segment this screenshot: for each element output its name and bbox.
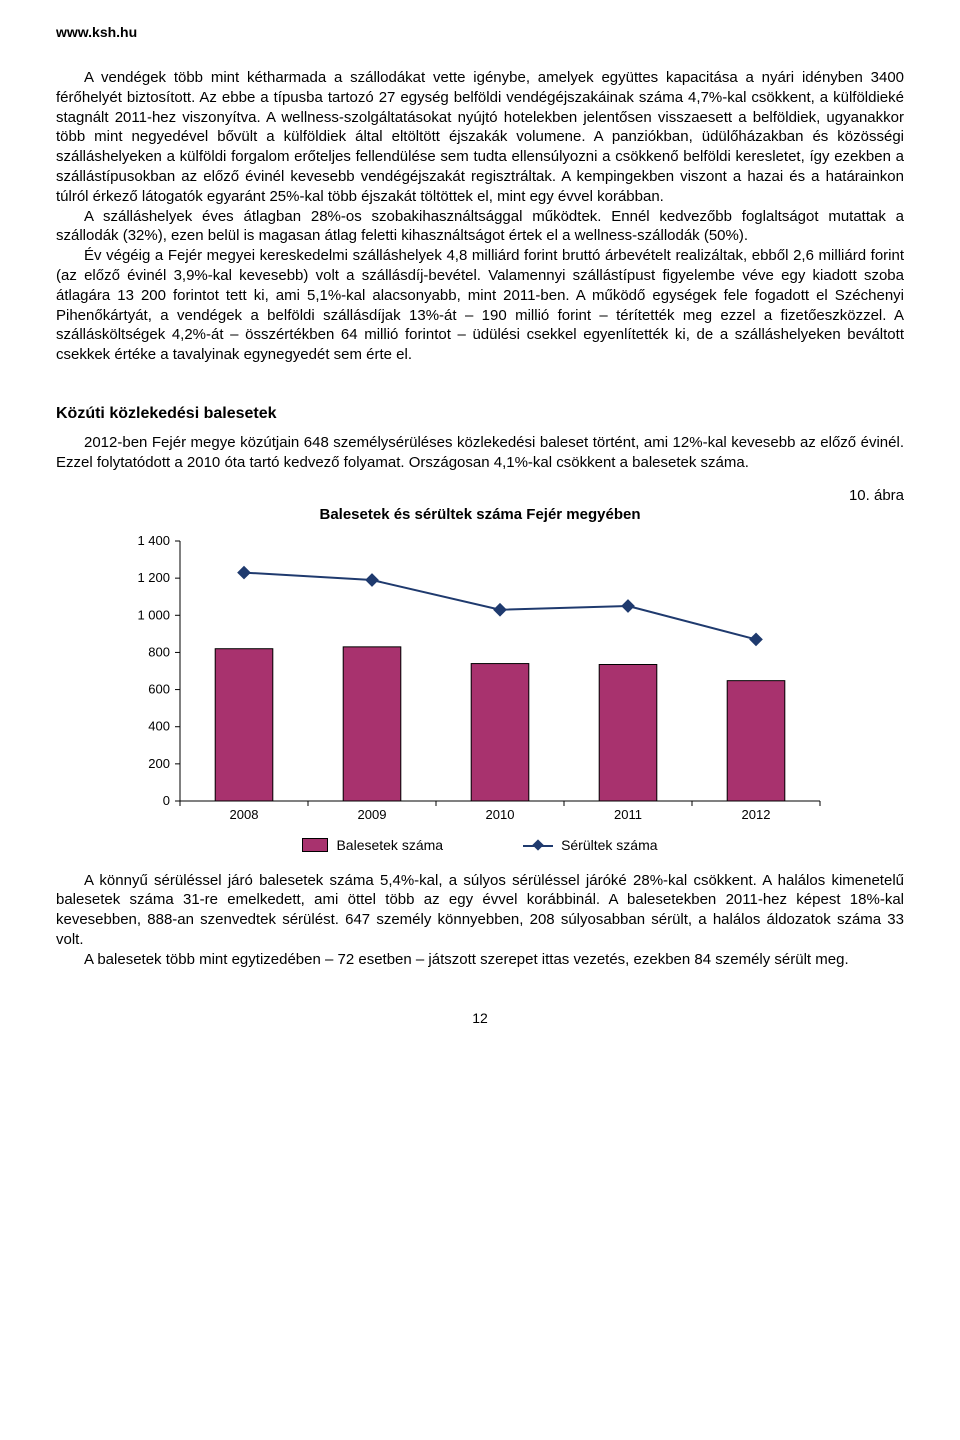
- svg-text:600: 600: [148, 681, 170, 696]
- section2-paragraph-1: 2012-ben Fejér megye közútjain 648 szemé…: [56, 433, 904, 473]
- body-paragraph-2: A szálláshelyek éves átlagban 28%-os szo…: [56, 207, 904, 247]
- legend-label-bar: Balesetek száma: [336, 837, 443, 853]
- svg-text:2012: 2012: [742, 807, 771, 822]
- svg-text:1 000: 1 000: [137, 607, 170, 622]
- svg-text:0: 0: [163, 793, 170, 808]
- svg-text:2008: 2008: [230, 807, 259, 822]
- legend-swatch-bar: [302, 838, 328, 852]
- svg-text:800: 800: [148, 644, 170, 659]
- legend-item-bar: Balesetek száma: [302, 837, 443, 853]
- page-number: 12: [56, 1010, 904, 1026]
- svg-text:2011: 2011: [614, 807, 642, 822]
- section-title-accidents: Közúti közlekedési balesetek: [56, 405, 904, 423]
- legend-item-line: Sérültek száma: [523, 837, 657, 853]
- chart-legend: Balesetek száma Sérültek száma: [120, 837, 840, 853]
- svg-text:200: 200: [148, 755, 170, 770]
- legend-swatch-line: [523, 838, 553, 852]
- chart-container: 0 200 400 600 800 1 000 1 200 1 400 2008 2009 2010…: [120, 531, 840, 853]
- legend-label-line: Sérültek száma: [561, 837, 657, 853]
- svg-text:2010: 2010: [486, 807, 515, 822]
- figure-label: 10. ábra: [56, 487, 904, 504]
- body-paragraph-3: Év végéig a Fejér megyei kereskedelmi sz…: [56, 246, 904, 365]
- chart-title: Balesetek és sérültek száma Fejér megyéb…: [56, 506, 904, 523]
- section2-paragraph-2: A könnyű sérüléssel járó balesetek száma…: [56, 871, 904, 950]
- section2-paragraph-3: A balesetek több mint egytizedében – 72 …: [56, 950, 904, 970]
- svg-text:2009: 2009: [358, 807, 387, 822]
- body-paragraph-1: A vendégek több mint kétharmada a szállo…: [56, 68, 904, 207]
- svg-text:1 400: 1 400: [137, 533, 170, 548]
- svg-text:400: 400: [148, 718, 170, 733]
- svg-text:1 200: 1 200: [137, 570, 170, 585]
- header-url: www.ksh.hu: [56, 24, 904, 40]
- chart-svg: 0 200 400 600 800 1 000 1 200 1 400 2008 2009 2010…: [120, 531, 840, 831]
